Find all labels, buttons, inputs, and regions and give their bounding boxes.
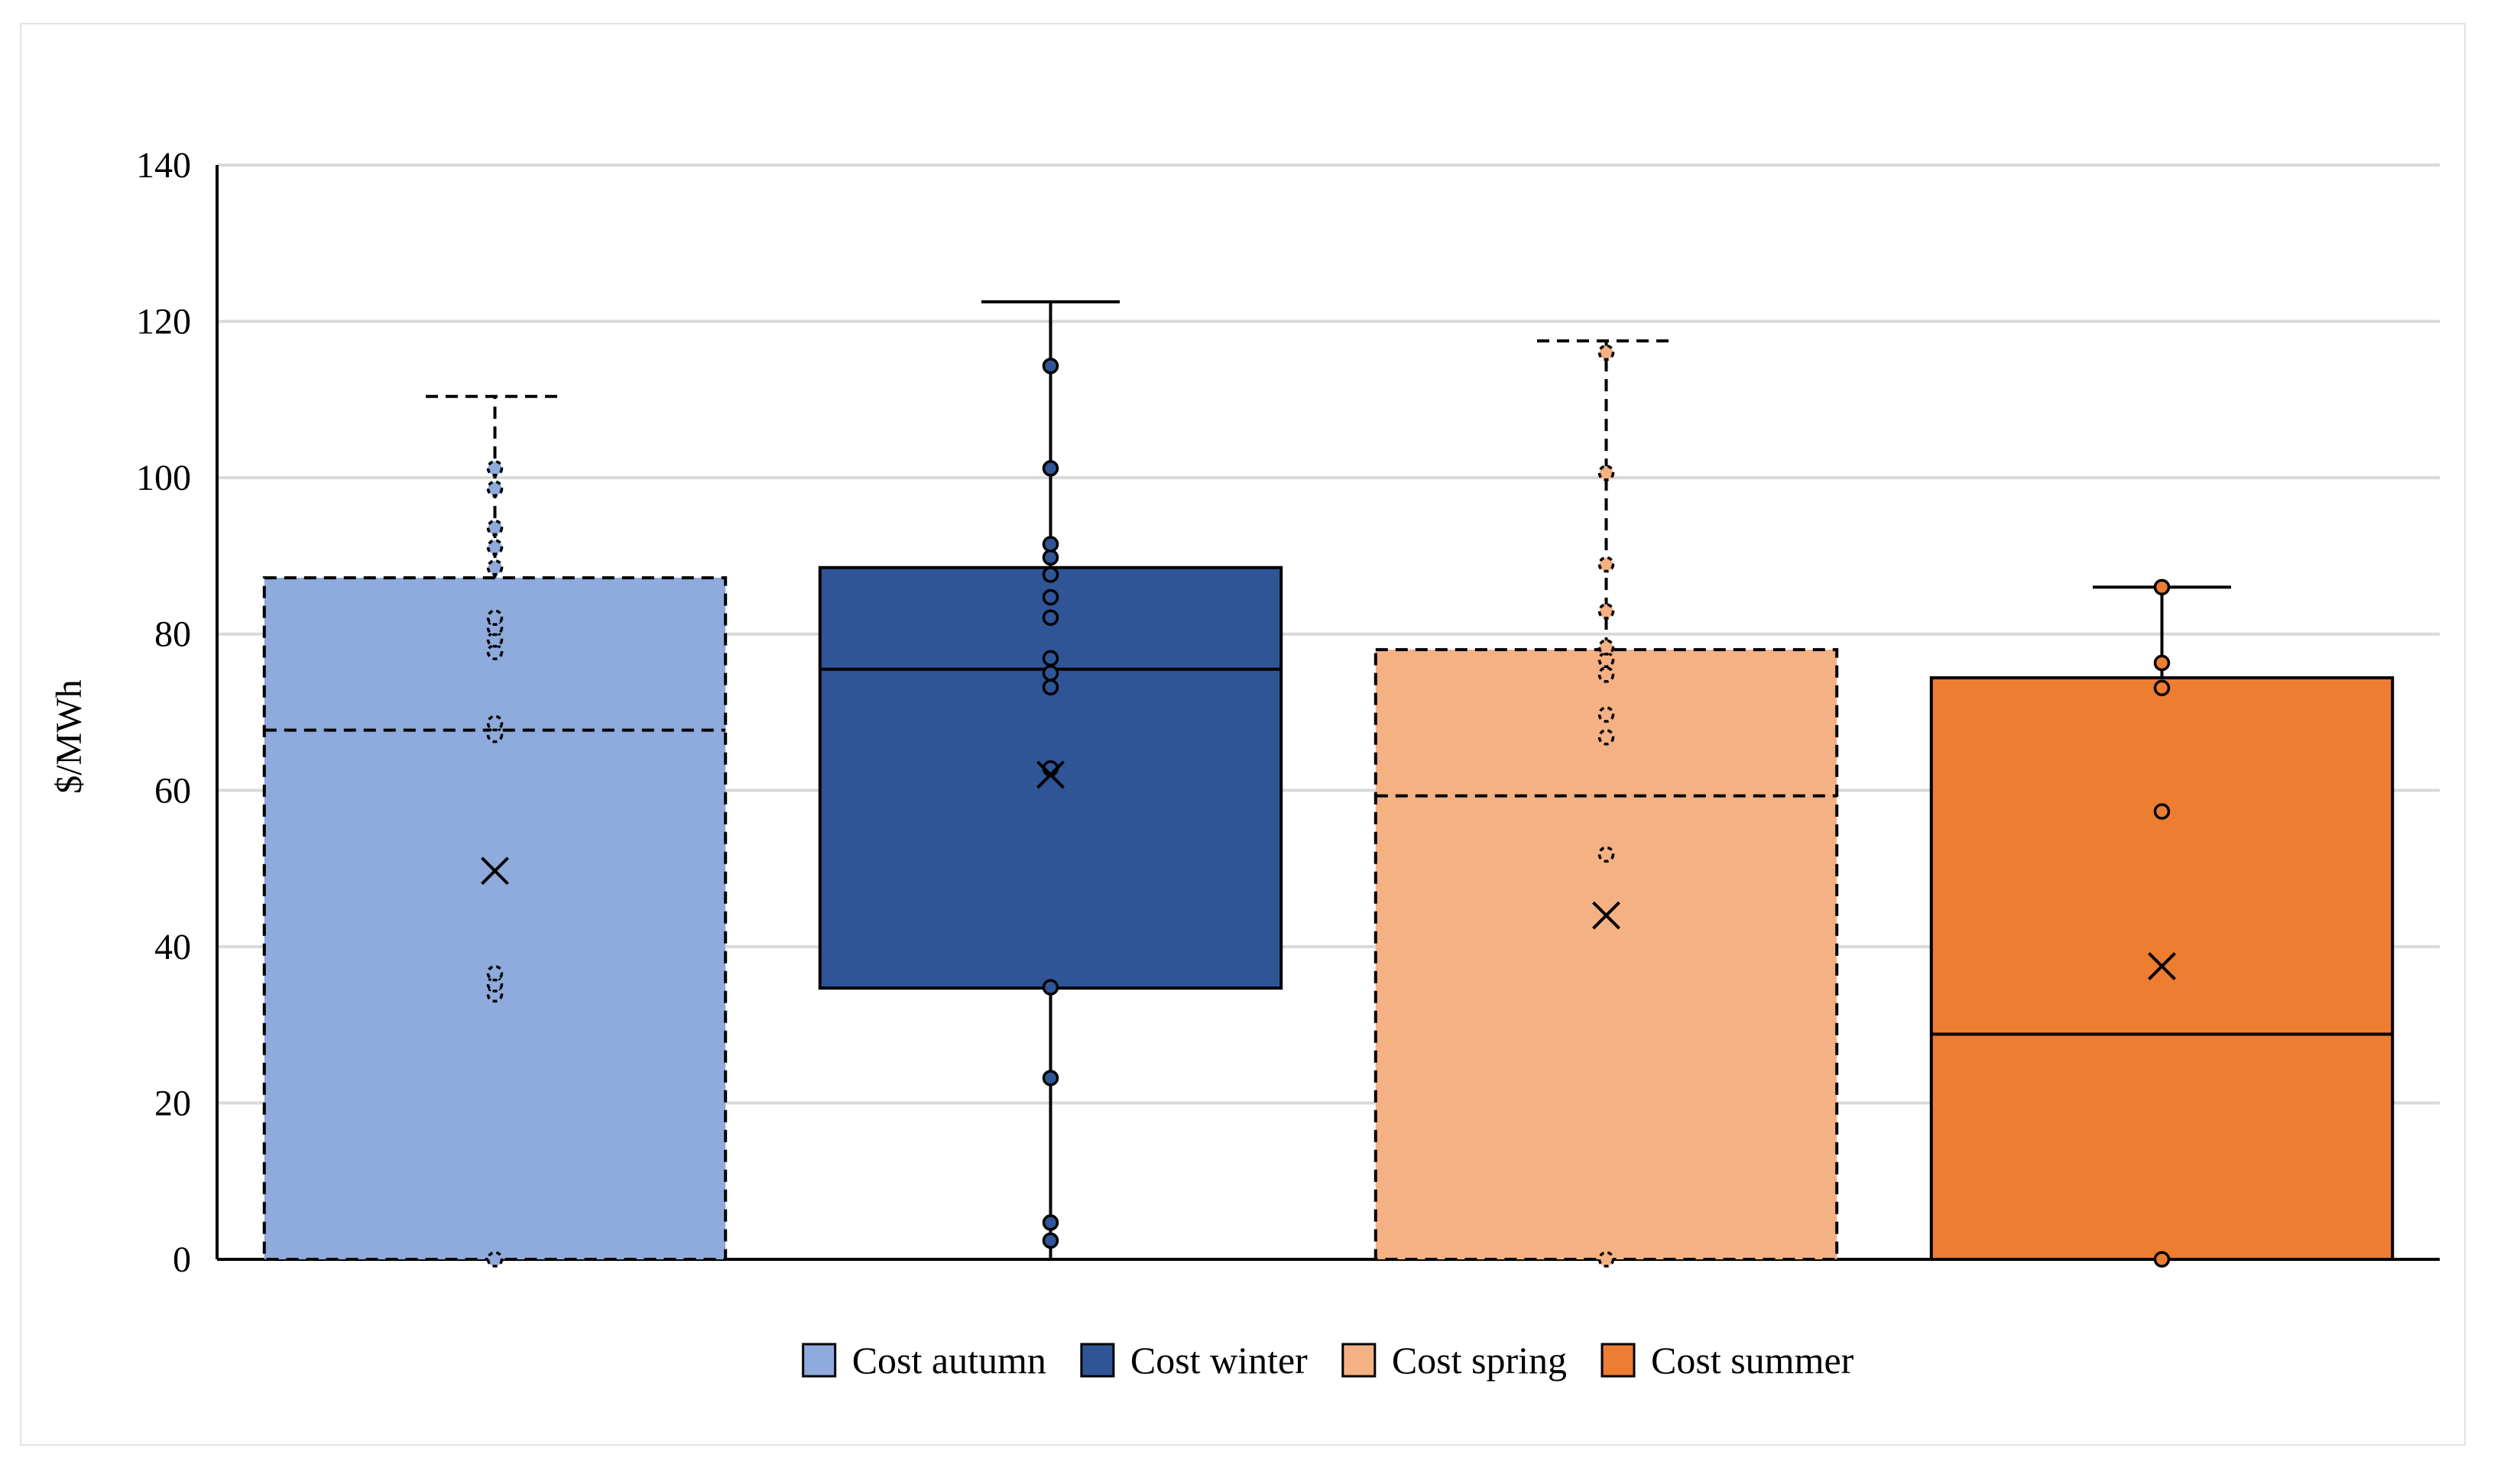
box-group-cost-summer <box>1929 578 2395 1268</box>
legend-swatch <box>1341 1343 1377 1378</box>
data-point <box>2153 578 2171 596</box>
data-point <box>2153 1251 2171 1268</box>
data-point <box>486 726 504 744</box>
box <box>818 565 1283 990</box>
y-tick-label: 140 <box>136 145 191 186</box>
data-point <box>1042 609 1059 626</box>
data-point <box>1042 549 1059 566</box>
mean-marker <box>1036 760 1065 789</box>
data-point <box>1042 679 1059 696</box>
mean-marker <box>481 857 509 886</box>
legend-swatch <box>1080 1343 1115 1378</box>
data-point <box>1597 603 1615 620</box>
data-point <box>2153 803 2171 820</box>
data-point <box>1042 979 1059 996</box>
box <box>262 576 728 1261</box>
box-group-cost-winter <box>818 300 1283 1261</box>
legend-label: Cost summer <box>1651 1339 1854 1382</box>
data-point <box>486 714 504 732</box>
legend-label: Cost spring <box>1392 1339 1567 1382</box>
mean-marker-stroke <box>1036 760 1065 789</box>
data-point <box>486 559 504 576</box>
data-point <box>486 986 504 1003</box>
data-point <box>1597 344 1615 361</box>
data-point <box>1042 460 1059 477</box>
legend: Cost autumn Cost winter Cost spring Cost su… <box>802 1339 1854 1382</box>
data-point <box>1042 665 1059 682</box>
data-point <box>486 460 504 477</box>
data-point <box>2153 654 2171 672</box>
data-point <box>1597 639 1615 656</box>
y-axis-title: $/MWh <box>49 679 89 793</box>
data-point <box>1597 706 1615 723</box>
y-tick-label: 60 <box>154 770 191 811</box>
box <box>1373 648 1839 1261</box>
mean-marker-stroke <box>481 857 509 886</box>
data-point <box>486 964 504 982</box>
y-tick-label: 120 <box>136 302 191 342</box>
data-point <box>1042 566 1059 583</box>
data-point <box>2153 679 2171 697</box>
data-point <box>1597 1251 1615 1268</box>
data-point <box>1597 666 1615 683</box>
data-point <box>1597 465 1615 481</box>
data-point <box>486 519 504 536</box>
data-point <box>486 976 504 993</box>
data-point <box>1042 1232 1059 1249</box>
data-point <box>1597 651 1615 669</box>
data-point <box>486 1251 504 1268</box>
box <box>1929 676 2395 1261</box>
data-point <box>486 539 504 556</box>
data-point <box>486 480 504 497</box>
mean-marker <box>2148 952 2176 980</box>
data-point <box>486 643 504 660</box>
data-point <box>1042 358 1059 374</box>
y-tick-label: 100 <box>136 458 191 498</box>
mean-marker-stroke <box>2148 952 2176 980</box>
legend-swatch <box>802 1343 837 1378</box>
y-tick-label: 20 <box>154 1083 191 1123</box>
legend-label: Cost autumn <box>852 1339 1046 1382</box>
data-point <box>486 631 504 648</box>
data-point <box>1042 650 1059 667</box>
legend-swatch <box>1601 1343 1636 1378</box>
data-point <box>1597 556 1615 573</box>
box-group-cost-spring <box>1373 339 1839 1268</box>
data-point <box>1042 536 1059 552</box>
mean-marker <box>1592 901 1620 930</box>
data-point <box>1597 846 1615 863</box>
data-point <box>1042 588 1059 606</box>
box-series <box>262 300 2395 1268</box>
data-point <box>1597 728 1615 746</box>
y-tick-label: 80 <box>154 614 191 655</box>
data-point <box>1042 1214 1059 1231</box>
data-point <box>486 619 504 637</box>
mean-marker-stroke <box>1592 901 1620 930</box>
data-point <box>486 609 504 626</box>
y-tick-label: 40 <box>154 927 191 967</box>
box-group-cost-autumn <box>262 394 728 1268</box>
legend-label: Cost winter <box>1130 1339 1308 1382</box>
y-tick-label: 0 <box>173 1239 191 1280</box>
data-point <box>1042 1069 1059 1087</box>
